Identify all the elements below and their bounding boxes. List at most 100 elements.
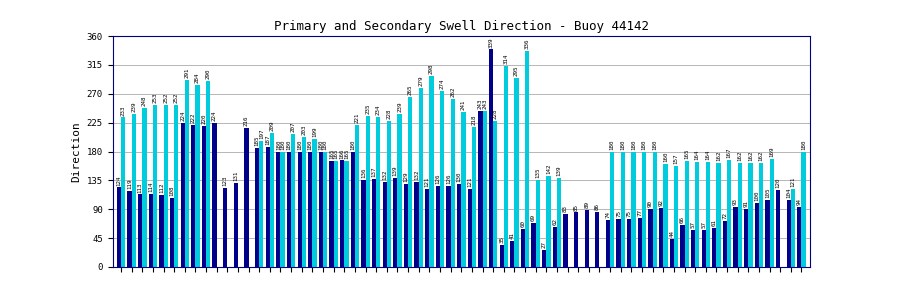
Text: 216: 216 bbox=[244, 116, 249, 127]
Bar bbox=[404, 184, 408, 267]
Text: 108: 108 bbox=[169, 185, 175, 196]
Text: 121: 121 bbox=[467, 177, 472, 188]
Bar bbox=[329, 161, 334, 267]
Bar bbox=[627, 219, 632, 267]
Bar bbox=[408, 97, 412, 267]
Text: 284: 284 bbox=[195, 72, 200, 83]
Bar bbox=[334, 161, 338, 267]
Bar bbox=[393, 178, 398, 267]
Bar bbox=[175, 105, 178, 267]
Text: 126: 126 bbox=[446, 174, 451, 184]
Text: 44: 44 bbox=[670, 230, 674, 237]
Text: 35: 35 bbox=[500, 236, 504, 243]
Bar bbox=[153, 105, 157, 267]
Text: 243: 243 bbox=[482, 99, 487, 109]
Text: 105: 105 bbox=[765, 187, 770, 198]
Bar bbox=[387, 121, 392, 267]
Bar bbox=[531, 223, 536, 267]
Bar bbox=[734, 207, 738, 267]
Bar bbox=[276, 152, 281, 267]
Text: 62: 62 bbox=[553, 218, 557, 225]
Bar bbox=[323, 152, 328, 267]
Text: 164: 164 bbox=[695, 149, 700, 160]
Text: 262: 262 bbox=[450, 86, 455, 97]
Bar bbox=[461, 112, 465, 267]
Text: 314: 314 bbox=[503, 53, 508, 64]
Bar bbox=[542, 250, 546, 267]
Text: 85: 85 bbox=[573, 203, 579, 211]
Text: 222: 222 bbox=[191, 112, 196, 123]
Text: 162: 162 bbox=[716, 151, 721, 161]
Bar bbox=[255, 148, 259, 267]
Text: 243: 243 bbox=[478, 99, 483, 109]
Text: 180: 180 bbox=[801, 139, 806, 150]
Bar bbox=[632, 152, 635, 267]
Bar bbox=[436, 186, 440, 267]
Text: 187: 187 bbox=[266, 135, 270, 145]
Text: 279: 279 bbox=[418, 76, 423, 86]
Text: 93: 93 bbox=[734, 198, 738, 206]
Bar bbox=[361, 180, 365, 267]
Text: 180: 180 bbox=[350, 139, 356, 150]
Bar bbox=[291, 134, 295, 267]
Bar bbox=[312, 139, 317, 267]
Bar bbox=[493, 121, 498, 267]
Text: 298: 298 bbox=[429, 63, 434, 74]
Text: 336: 336 bbox=[525, 39, 530, 50]
Bar bbox=[345, 161, 348, 267]
Text: 199: 199 bbox=[312, 127, 317, 137]
Bar bbox=[206, 81, 211, 267]
Text: 100: 100 bbox=[754, 190, 760, 201]
Bar bbox=[234, 183, 238, 267]
Bar bbox=[659, 208, 663, 267]
Bar bbox=[128, 190, 131, 267]
Text: 180: 180 bbox=[609, 139, 615, 150]
Bar bbox=[553, 227, 557, 267]
Bar bbox=[266, 147, 270, 267]
Text: 162: 162 bbox=[748, 151, 753, 161]
Bar bbox=[212, 123, 217, 267]
Text: 77: 77 bbox=[637, 209, 643, 216]
Bar bbox=[319, 152, 323, 267]
Text: 162: 162 bbox=[759, 151, 763, 161]
Text: 180: 180 bbox=[276, 139, 281, 150]
Text: 119: 119 bbox=[127, 178, 132, 189]
Text: 239: 239 bbox=[397, 101, 402, 112]
Text: 180: 180 bbox=[286, 139, 292, 150]
Text: 69: 69 bbox=[531, 214, 536, 221]
Text: 180: 180 bbox=[642, 139, 646, 150]
Text: 295: 295 bbox=[514, 65, 519, 76]
Text: 139: 139 bbox=[556, 165, 562, 176]
Text: 132: 132 bbox=[382, 170, 387, 180]
Bar bbox=[138, 194, 142, 267]
Text: 90: 90 bbox=[648, 200, 653, 207]
Bar bbox=[202, 126, 206, 267]
Bar bbox=[355, 125, 359, 267]
Bar bbox=[478, 111, 482, 267]
Bar bbox=[270, 133, 274, 267]
Bar bbox=[670, 239, 674, 267]
Text: 130: 130 bbox=[456, 171, 462, 182]
Bar bbox=[195, 85, 200, 267]
Text: 180: 180 bbox=[280, 139, 285, 150]
Bar bbox=[308, 152, 312, 267]
Bar bbox=[181, 123, 184, 267]
Text: 75: 75 bbox=[616, 210, 621, 217]
Bar bbox=[652, 152, 657, 267]
Text: 220: 220 bbox=[202, 113, 206, 124]
Text: 114: 114 bbox=[148, 182, 153, 192]
Text: 139: 139 bbox=[392, 165, 398, 176]
Bar bbox=[712, 228, 716, 267]
Text: 75: 75 bbox=[626, 210, 632, 217]
Text: 180: 180 bbox=[323, 139, 328, 150]
Text: 57: 57 bbox=[701, 221, 706, 229]
Text: 66: 66 bbox=[680, 216, 685, 223]
Bar bbox=[429, 76, 434, 267]
Bar bbox=[791, 189, 795, 267]
Bar bbox=[184, 80, 189, 267]
Bar bbox=[372, 179, 376, 267]
Bar bbox=[797, 207, 802, 267]
Text: 72: 72 bbox=[723, 212, 727, 219]
Bar bbox=[695, 162, 699, 267]
Text: 197: 197 bbox=[259, 128, 264, 139]
